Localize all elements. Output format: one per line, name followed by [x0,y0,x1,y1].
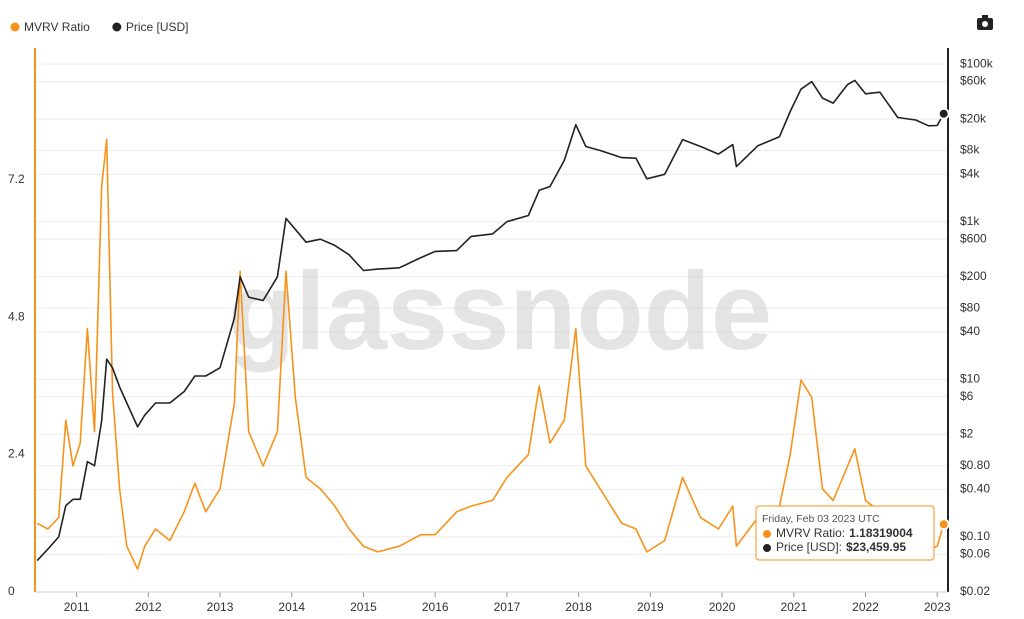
hover-point [937,107,950,120]
x-tick-label: 2014 [278,600,305,614]
tooltip-title: Friday, Feb 03 2023 UTC [762,513,880,525]
y2-tick-label: $0.02 [960,584,990,598]
y-tick-label: 7.2 [8,172,25,186]
y2-tick-label: $600 [960,231,987,245]
y2-tick-label: $0.10 [960,529,990,543]
legend-marker [112,22,122,32]
y2-tick-label: $40 [960,324,980,338]
tooltip-value: 1.18319004 [849,526,913,540]
x-tick-label: 2023 [924,600,951,614]
y-tick-label: 4.8 [8,309,25,323]
y2-tick-label: $8k [960,143,980,157]
y2-tick-label: $0.06 [960,547,990,561]
series-line [36,138,945,570]
y2-tick-label: $0.80 [960,458,990,472]
x-tick-label: 2012 [135,600,162,614]
y2-tick-label: $20k [960,111,987,125]
x-tick-label: 2013 [207,600,234,614]
x-tick-label: 2011 [64,600,90,614]
hover-point [937,518,950,531]
y2-tick-label: $4k [960,166,980,180]
y2-tick-label: $10 [960,371,980,385]
x-tick-label: 2016 [422,600,449,614]
x-tick-label: 2019 [637,600,664,614]
y2-tick-label: $1k [960,214,980,228]
legend-label[interactable]: MVRV Ratio [24,20,90,34]
series-line [36,79,945,562]
tooltip-box [755,505,935,561]
y2-tick-label: $2 [960,427,974,441]
x-tick-label: 2017 [494,600,521,614]
y2-tick-label: $60k [960,74,987,88]
camera-icon[interactable] [977,15,993,30]
x-tick-label: 2022 [852,600,879,614]
x-tick-label: 2015 [350,600,377,614]
y2-tick-label: $80 [960,300,980,314]
y-tick-label: 0 [8,584,15,598]
y2-tick-label: $0.40 [960,482,990,496]
legend-label[interactable]: Price [USD] [126,20,189,34]
y-tick-label: 2.4 [8,447,25,461]
watermark: glassnode [228,250,772,373]
tooltip-value: $23,459.95 [846,540,906,554]
y2-tick-label: $6 [960,389,974,403]
x-tick-label: 2021 [780,600,807,614]
legend-marker [10,22,20,32]
y2-tick-label: $200 [960,269,987,283]
tooltip-marker [763,544,771,552]
tooltip-marker [763,530,771,538]
x-tick-label: 2018 [565,600,592,614]
x-tick-label: 2020 [709,600,736,614]
tooltip-label: Price [USD]: [776,540,842,554]
y2-tick-label: $100k [960,56,994,70]
tooltip-label: MVRV Ratio: [776,526,845,540]
